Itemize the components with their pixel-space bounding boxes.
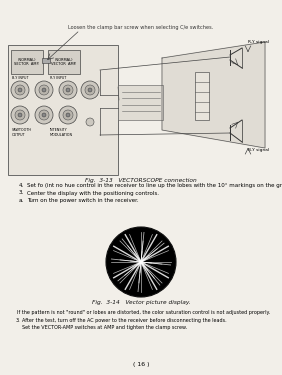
Circle shape — [11, 81, 29, 99]
Circle shape — [63, 110, 73, 120]
Text: B-Y signal: B-Y signal — [248, 148, 269, 152]
Text: SAWTOOTH
OUTPUT: SAWTOOTH OUTPUT — [12, 128, 32, 136]
Circle shape — [66, 113, 70, 117]
Bar — [8, 45, 118, 175]
Text: R-Y INPUT: R-Y INPUT — [50, 76, 66, 80]
Bar — [42, 58, 50, 63]
Bar — [118, 85, 163, 120]
Text: Set the VECTOR-AMP switches at AMP and tighten the clamp screw.: Set the VECTOR-AMP switches at AMP and t… — [22, 326, 187, 330]
Text: (NORMAL)
SECTOR  AMP.: (NORMAL) SECTOR AMP. — [14, 57, 39, 66]
Circle shape — [39, 85, 49, 95]
Circle shape — [39, 110, 49, 120]
Bar — [48, 50, 80, 74]
Text: ( 16 ): ( 16 ) — [133, 362, 149, 367]
Polygon shape — [162, 42, 265, 148]
Text: 3.: 3. — [16, 318, 20, 323]
Circle shape — [59, 106, 77, 124]
Circle shape — [106, 227, 176, 297]
Circle shape — [42, 88, 46, 92]
Text: Fig.  3-14   Vector picture display.: Fig. 3-14 Vector picture display. — [92, 300, 190, 305]
Circle shape — [81, 81, 99, 99]
Bar — [11, 50, 43, 74]
Circle shape — [88, 88, 92, 92]
Text: If the pattern is not "round" or lobes are distorted, the color saturation contr: If the pattern is not "round" or lobes a… — [17, 310, 270, 315]
Circle shape — [66, 88, 70, 92]
Text: 3.: 3. — [19, 190, 24, 195]
Circle shape — [18, 88, 22, 92]
Text: INTENSITY
MODULATION: INTENSITY MODULATION — [50, 128, 73, 136]
Text: B-Y INPUT: B-Y INPUT — [12, 76, 28, 80]
Text: 4.: 4. — [19, 183, 24, 188]
Circle shape — [85, 85, 95, 95]
Circle shape — [35, 106, 53, 124]
Text: Loosen the clamp bar screw when selecting C/e switches.: Loosen the clamp bar screw when selectin… — [68, 26, 214, 30]
Circle shape — [18, 113, 22, 117]
Circle shape — [11, 106, 29, 124]
Text: Turn on the power switch in the receiver.: Turn on the power switch in the receiver… — [27, 198, 138, 203]
Text: Fig.  3-13   VECTORSCOPE connection: Fig. 3-13 VECTORSCOPE connection — [85, 178, 197, 183]
Circle shape — [15, 85, 25, 95]
Text: Center the display with the positioning controls.: Center the display with the positioning … — [27, 190, 159, 195]
Circle shape — [35, 81, 53, 99]
Circle shape — [15, 110, 25, 120]
Text: a.: a. — [19, 198, 24, 203]
Circle shape — [42, 113, 46, 117]
Circle shape — [63, 85, 73, 95]
Circle shape — [59, 81, 77, 99]
Text: R-Y signal: R-Y signal — [248, 40, 269, 44]
Circle shape — [86, 118, 94, 126]
Text: Set fo (int no hue control in the receiver to line up the lobes with the 10° mar: Set fo (int no hue control in the receiv… — [27, 183, 282, 188]
Text: After the test, turn off the AC power to the receiver before disconnecting the l: After the test, turn off the AC power to… — [22, 318, 227, 323]
Bar — [195, 72, 209, 120]
Text: (NORMAL)
VECTOR  AMP.: (NORMAL) VECTOR AMP. — [51, 57, 77, 66]
